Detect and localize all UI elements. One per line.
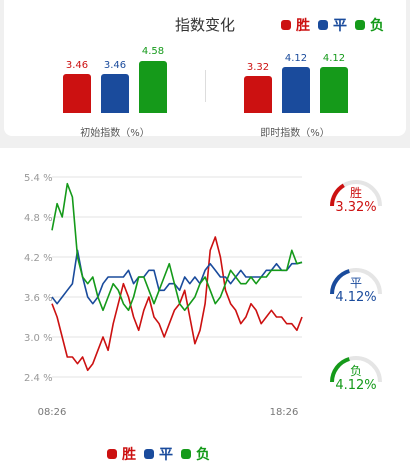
bottom-legend-label-loss: 负	[196, 447, 210, 463]
x-tick-label: 08:26	[38, 407, 67, 418]
gauge-win-value: 3.32%	[335, 200, 377, 215]
series-line-loss	[51, 182, 303, 312]
bottom-legend-swatch-draw	[144, 449, 154, 459]
instant-loss-bar	[320, 67, 348, 113]
top-legend: 胜 平 负	[281, 15, 392, 35]
series-line-win	[51, 236, 303, 372]
page-title: 指数变化	[175, 16, 236, 34]
legend-item-win: 胜	[281, 15, 310, 35]
instant-draw-value: 4.12	[284, 53, 308, 64]
gauge-win-label: 胜	[349, 186, 362, 200]
gauge-loss-label: 负	[349, 364, 362, 378]
initial-draw-value: 3.46	[103, 60, 127, 71]
legend-item-loss: 负	[355, 15, 384, 35]
legend-item-draw: 平	[318, 15, 347, 35]
bottom-legend-item-loss: 负	[181, 444, 210, 464]
instant-draw-bar	[282, 67, 310, 113]
gauge-fill-loss	[330, 357, 350, 383]
legend-label-draw: 平	[333, 18, 347, 34]
initial-loss-value: 4.58	[141, 46, 165, 57]
initial-index-label: 初始指数（%）	[80, 128, 150, 139]
y-tick-label: 4.8 %	[24, 213, 53, 224]
bottom-legend-swatch-win	[107, 449, 117, 459]
odds-line-chart: 5.4 % 4.8 % 4.2 % 3.6 % 3.0 % 2.4 % 08:26 18:2…	[24, 173, 303, 418]
bottom-legend-item-draw: 平	[144, 444, 173, 464]
legend-swatch-draw	[318, 20, 328, 30]
gauge-draw-value: 4.12%	[335, 290, 377, 305]
bottom-legend-label-draw: 平	[159, 447, 173, 463]
y-tick-label: 3.6 %	[24, 293, 53, 304]
bottom-legend: 胜 平 负	[107, 444, 218, 464]
initial-loss-bar	[139, 61, 167, 113]
instant-win-value: 3.32	[246, 62, 270, 73]
chart-panel	[0, 148, 410, 471]
x-tick-label: 18:26	[270, 407, 299, 418]
y-tick-label: 2.4 %	[24, 373, 53, 384]
instant-loss-value: 4.12	[322, 53, 346, 64]
bottom-legend-label-win: 胜	[122, 447, 136, 463]
gauge-fill-draw	[330, 269, 350, 295]
initial-draw-bar	[101, 74, 129, 113]
gauge-fill-win	[329, 183, 345, 207]
gauge-draw-label: 平	[349, 276, 362, 290]
gauge-panel	[329, 180, 382, 383]
y-tick-label: 3.0 %	[24, 333, 53, 344]
legend-swatch-loss	[355, 20, 365, 30]
instant-win-bar	[244, 76, 272, 113]
gauge-loss-value: 4.12%	[335, 378, 377, 393]
instant-index-label: 即时指数（%）	[260, 128, 330, 139]
bottom-legend-swatch-loss	[181, 449, 191, 459]
legend-label-win: 胜	[296, 18, 310, 34]
initial-win-bar	[63, 74, 91, 113]
bottom-legend-item-win: 胜	[107, 444, 136, 464]
y-tick-label: 4.2 %	[24, 253, 53, 264]
bar-divider	[205, 70, 206, 102]
legend-label-loss: 负	[370, 18, 384, 34]
legend-swatch-win	[281, 20, 291, 30]
initial-win-value: 3.46	[65, 60, 89, 71]
y-tick-label: 5.4 %	[24, 173, 53, 184]
